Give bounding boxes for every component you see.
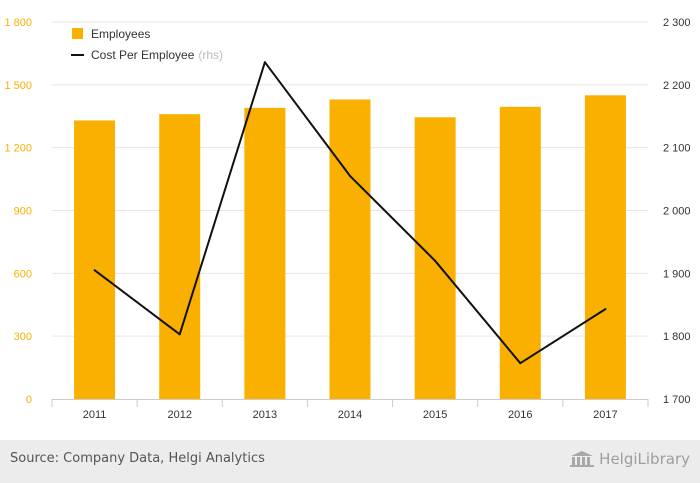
y-right-tick-label: 1 700 <box>663 394 691 406</box>
line-series-cost-per-employee <box>93 61 607 365</box>
y-right-tick-label: 2 200 <box>663 80 691 92</box>
y-right-tick-label: 2 000 <box>663 206 691 218</box>
y-axis-left: 0 300 600 900 1 200 1 500 1 800 <box>4 17 32 406</box>
x-tick-label: 2012 <box>167 409 191 421</box>
y-left-tick-label: 600 <box>14 268 32 280</box>
x-tick-label: 2016 <box>508 409 532 421</box>
point-cost-per-employee-2013 <box>263 61 266 64</box>
x-tick-label: 2013 <box>253 409 277 421</box>
x-tick-label: 2014 <box>338 409 362 421</box>
y-axis-right: 1 700 1 800 1 900 2 000 2 100 2 200 2 300 <box>663 17 691 406</box>
point-cost-per-employee-2017 <box>604 308 607 311</box>
bar-employees-2011 <box>74 120 116 399</box>
x-tick-label: 2011 <box>83 409 107 421</box>
footer: Source: Company Data, Helgi Analytics He… <box>0 440 700 483</box>
y-right-tick-label: 2 100 <box>663 143 691 155</box>
y-right-tick-label: 1 800 <box>663 331 691 343</box>
bar-employees-2013 <box>244 107 286 399</box>
point-cost-per-employee-2014 <box>349 174 351 177</box>
legend-series-suffix: (rhs) <box>198 48 223 62</box>
y-left-tick-label: 1 800 <box>4 17 32 29</box>
y-left-tick-label: 0 <box>26 394 32 406</box>
legend-label-employees: Employees <box>91 27 150 41</box>
bar-employees-2017 <box>584 95 626 400</box>
x-tick-label: 2015 <box>423 409 447 421</box>
legend-series-name: Cost Per Employee <box>91 48 195 62</box>
brand-name: HelgiLibrary <box>599 450 690 468</box>
chart: 2011 2012 2013 2014 2015 2016 2017 0 300 600 900 1… <box>4 17 691 421</box>
x-axis: 2011 2012 2013 2014 2015 2016 2017 <box>51 399 649 421</box>
y-left-tick-label: 300 <box>14 331 32 343</box>
source-note: Source: Company Data, Helgi Analytics <box>10 451 265 466</box>
legend: Employees Cost Per Employee (rhs) <box>71 27 223 62</box>
legend-swatch-employees <box>72 28 83 39</box>
y-left-tick-label: 1 200 <box>4 143 32 155</box>
brand-logo: HelgiLibrary <box>569 450 690 468</box>
y-right-tick-label: 2 300 <box>663 17 691 29</box>
y-left-tick-label: 1 500 <box>4 80 32 92</box>
y-left-tick-label: 900 <box>14 206 32 218</box>
bar-series-employees <box>74 95 626 400</box>
y-right-tick-label: 1 900 <box>663 268 691 280</box>
x-tick-label: 2017 <box>593 409 617 421</box>
bar-employees-2015 <box>414 117 456 399</box>
point-cost-per-employee-2012 <box>178 333 181 336</box>
legend-label-cost-per-employee: Cost Per Employee (rhs) <box>91 48 223 62</box>
library-building-icon <box>570 451 595 467</box>
point-cost-per-employee-2015 <box>434 259 437 262</box>
bar-employees-2016 <box>499 106 541 399</box>
point-cost-per-employee-2016 <box>519 362 522 365</box>
bar-employees-2012 <box>159 114 201 400</box>
bar-employees-2014 <box>329 99 371 399</box>
point-cost-per-employee-2011 <box>93 269 96 272</box>
